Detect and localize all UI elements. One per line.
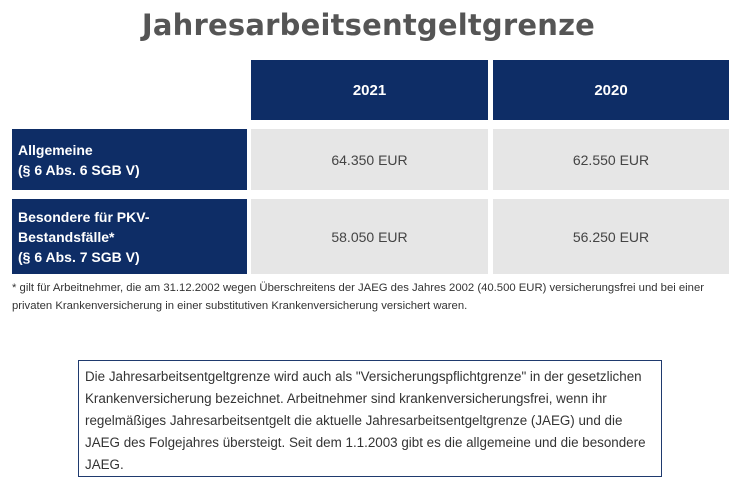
value-allgemeine-2021: 64.350 EUR — [251, 129, 488, 190]
row-label-line: Bestandsfälle* — [18, 228, 115, 245]
footnote: * gilt für Arbeitnehmer, die am 31.12.20… — [12, 282, 705, 312]
column-header-2020: 2020 — [493, 60, 729, 120]
row-label-allgemeine: Allgemeine (§ 6 Abs. 6 SGB V) — [12, 129, 247, 190]
info-text: Die Jahresarbeitsentgeltgrenze wird auch… — [85, 369, 646, 472]
row-label-line: (§ 6 Abs. 7 SGB V) — [18, 248, 140, 265]
value-allgemeine-2020: 62.550 EUR — [493, 129, 729, 190]
value-besondere-2021: 58.050 EUR — [251, 199, 488, 274]
info-box: Die Jahresarbeitsentgeltgrenze wird auch… — [78, 360, 662, 477]
page-title: Jahresarbeitsentgeltgrenze — [141, 8, 596, 42]
row-label-line: Allgemeine — [18, 141, 93, 158]
value-besondere-2020: 56.250 EUR — [493, 199, 729, 274]
row-label-besondere: Besondere für PKV- Bestandsfälle* (§ 6 A… — [12, 199, 247, 274]
row-label-line: (§ 6 Abs. 6 SGB V) — [18, 161, 140, 178]
row-label-line: Besondere für PKV- — [18, 208, 150, 225]
column-header-2021: 2021 — [251, 60, 488, 120]
